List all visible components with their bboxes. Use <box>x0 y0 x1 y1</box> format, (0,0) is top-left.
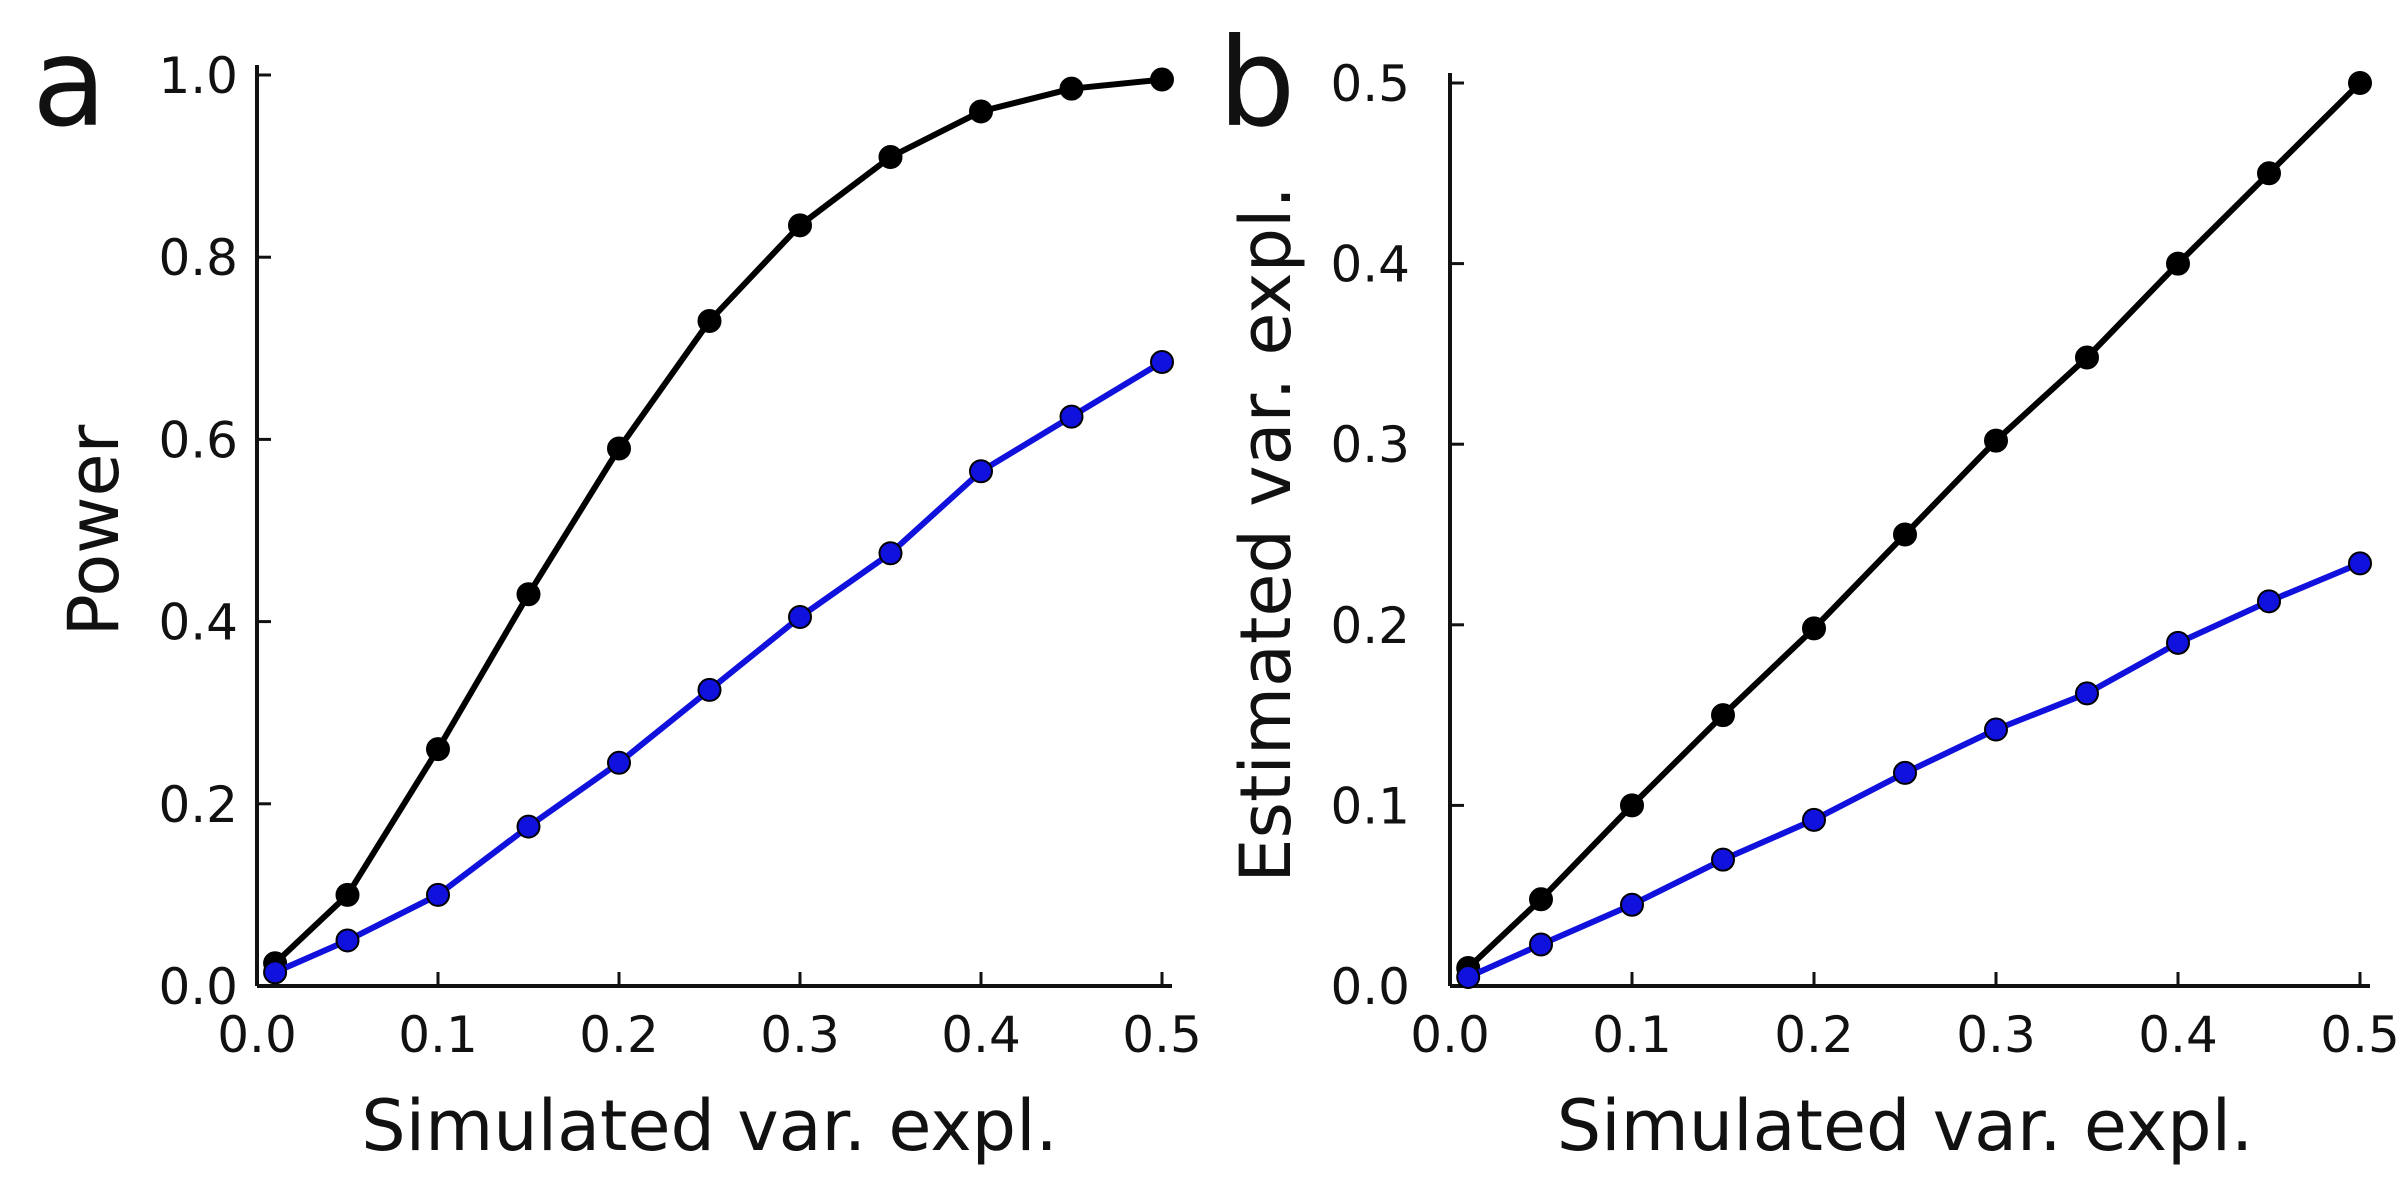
data-point-blue <box>1456 964 1481 989</box>
series-line-black <box>272 76 1165 967</box>
x-tick-label: 0.2 <box>1774 1006 1854 1064</box>
data-point-blue <box>1711 847 1735 872</box>
data-point-blue <box>788 605 812 630</box>
data-point-blue <box>426 882 450 907</box>
x-tick-label: 0.4 <box>941 1006 1021 1064</box>
data-point-blue <box>607 750 631 775</box>
data-point-blue <box>1150 349 1174 374</box>
data-point-blue <box>1059 404 1084 429</box>
x-tick-label: 0.0 <box>217 1006 297 1064</box>
y-axis-title: Estimated var. expl. <box>1225 186 1307 882</box>
y-tick-label: 0.4 <box>1330 236 1410 294</box>
data-point-black <box>1984 428 2008 453</box>
data-point-blue <box>1529 932 1553 957</box>
data-point-blue <box>2075 681 2099 706</box>
data-point-black <box>878 144 903 169</box>
panel-letter: b <box>1218 12 1295 154</box>
x-tick-label: 0.0 <box>1410 1006 1490 1064</box>
x-axis-title: Simulated var. expl. <box>1557 1085 2254 1167</box>
data-point-blue <box>516 814 541 839</box>
data-point-black <box>788 213 812 238</box>
data-point-blue <box>1802 807 1826 832</box>
data-point-blue <box>969 459 993 484</box>
y-axis-title: Power <box>53 424 135 636</box>
data-point-blue <box>2348 551 2372 576</box>
data-point-blue <box>1984 717 2008 742</box>
data-point-black <box>2166 251 2190 276</box>
data-point-blue <box>878 541 903 566</box>
data-point-black <box>1529 887 1553 912</box>
data-point-blue <box>2166 630 2190 655</box>
data-point-black <box>1059 76 1084 101</box>
x-tick-label: 0.1 <box>1592 1006 1672 1064</box>
data-point-black <box>1620 793 1644 818</box>
data-point-black <box>1150 67 1174 92</box>
y-tick-label: 0.2 <box>158 776 238 834</box>
data-point-black <box>2257 161 2281 186</box>
y-tick-label: 0.8 <box>158 229 238 287</box>
chart-panel-b: b 0.0 0.1 0.2 0.3 0.4 0.5 0.0 0.1 0.2 0.3 0.4 0.5 Sim… <box>1218 12 2400 1167</box>
data-point-black <box>426 737 450 762</box>
series-line-blue <box>272 359 1165 976</box>
x-tick-label: 0.3 <box>1956 1006 2036 1064</box>
x-axis-title: Simulated var. expl. <box>361 1085 1058 1167</box>
data-point-blue <box>1893 760 1917 785</box>
y-tick-label: 0.5 <box>1330 55 1410 113</box>
data-point-blue <box>1620 892 1644 917</box>
x-tick-label: 0.2 <box>579 1006 659 1064</box>
chart-panel-a: a 0.0 0.1 0.2 0.3 0.4 0.5 0.0 0.2 0.4 0.6 0.8 1.0 Sim… <box>32 12 1202 1167</box>
data-point-black <box>516 582 541 607</box>
data-point-black <box>969 99 993 124</box>
data-point-blue <box>263 960 288 985</box>
x-tick-label: 0.4 <box>2138 1006 2218 1064</box>
y-tick-label: 0.2 <box>1330 597 1410 655</box>
data-point-black <box>1711 703 1735 728</box>
y-tick-label: 0.6 <box>158 411 238 469</box>
x-tick-label: 0.5 <box>1122 1006 1202 1064</box>
series-line-black <box>1465 80 2363 971</box>
y-tick-label: 1.0 <box>158 47 238 105</box>
data-point-blue <box>2257 589 2281 614</box>
data-point-blue <box>335 928 360 953</box>
data-point-black <box>697 308 722 333</box>
data-point-black <box>2348 71 2372 95</box>
y-tick-label: 0.0 <box>158 958 238 1016</box>
data-point-black <box>2075 345 2099 370</box>
x-tick-label: 0.1 <box>398 1006 478 1064</box>
y-tick-label: 0.3 <box>1330 416 1410 474</box>
data-point-black <box>335 882 360 907</box>
x-tick-label: 0.5 <box>2320 1006 2400 1064</box>
panel-letter: a <box>32 12 107 154</box>
data-point-blue <box>697 677 722 702</box>
data-point-black <box>1893 522 1917 547</box>
y-tick-label: 0.4 <box>158 594 238 652</box>
data-point-black <box>607 436 631 461</box>
x-tick-label: 0.3 <box>760 1006 840 1064</box>
y-tick-label: 0.1 <box>1330 777 1410 835</box>
y-tick-label: 0.0 <box>1330 958 1410 1016</box>
data-point-black <box>1802 616 1826 641</box>
